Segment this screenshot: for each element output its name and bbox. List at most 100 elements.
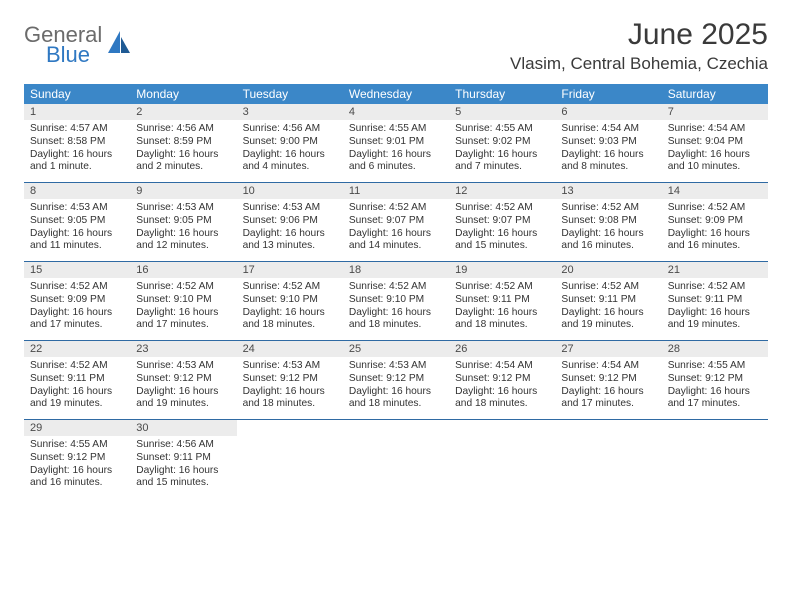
page: General Blue June 2025 Vlasim, Central B… — [0, 0, 792, 498]
calendar-day: 17Sunrise: 4:52 AMSunset: 9:10 PMDayligh… — [237, 262, 343, 340]
day-number: 15 — [24, 262, 130, 278]
daylight-line: Daylight: 16 hours and 19 minutes. — [561, 307, 655, 333]
sunrise-line: Sunrise: 4:53 AM — [136, 202, 230, 215]
day-number: 2 — [130, 104, 236, 120]
daylight-line: Daylight: 16 hours and 17 minutes. — [30, 307, 124, 333]
daylight-line: Daylight: 16 hours and 16 minutes. — [668, 228, 762, 254]
calendar-day: 16Sunrise: 4:52 AMSunset: 9:10 PMDayligh… — [130, 262, 236, 340]
sunset-line: Sunset: 9:11 PM — [561, 294, 655, 307]
calendar-day — [237, 420, 343, 498]
day-number: 18 — [343, 262, 449, 278]
sunset-line: Sunset: 9:00 PM — [243, 136, 337, 149]
calendar-day: 24Sunrise: 4:53 AMSunset: 9:12 PMDayligh… — [237, 341, 343, 419]
weekday-header: Thursday — [449, 84, 555, 104]
calendar-day: 26Sunrise: 4:54 AMSunset: 9:12 PMDayligh… — [449, 341, 555, 419]
day-detail: Sunrise: 4:54 AMSunset: 9:12 PMDaylight:… — [555, 357, 661, 419]
calendar-day: 1Sunrise: 4:57 AMSunset: 8:58 PMDaylight… — [24, 104, 130, 182]
sunset-line: Sunset: 9:05 PM — [136, 215, 230, 228]
daylight-line: Daylight: 16 hours and 4 minutes. — [243, 149, 337, 175]
sunrise-line: Sunrise: 4:56 AM — [136, 123, 230, 136]
sunset-line: Sunset: 9:11 PM — [30, 373, 124, 386]
calendar-day — [343, 420, 449, 498]
calendar-body: 1Sunrise: 4:57 AMSunset: 8:58 PMDaylight… — [24, 104, 768, 498]
sunrise-line: Sunrise: 4:55 AM — [455, 123, 549, 136]
daylight-line: Daylight: 16 hours and 19 minutes. — [30, 386, 124, 412]
calendar-day — [449, 420, 555, 498]
day-number: 24 — [237, 341, 343, 357]
weekday-header: Saturday — [662, 84, 768, 104]
sunset-line: Sunset: 9:03 PM — [561, 136, 655, 149]
sunrise-line: Sunrise: 4:55 AM — [349, 123, 443, 136]
day-number: 28 — [662, 341, 768, 357]
title-block: June 2025 Vlasim, Central Bohemia, Czech… — [510, 18, 768, 74]
calendar-day: 11Sunrise: 4:52 AMSunset: 9:07 PMDayligh… — [343, 183, 449, 261]
weekday-header: Tuesday — [237, 84, 343, 104]
day-detail: Sunrise: 4:52 AMSunset: 9:11 PMDaylight:… — [24, 357, 130, 419]
weekday-header: Monday — [130, 84, 236, 104]
calendar-week: 22Sunrise: 4:52 AMSunset: 9:11 PMDayligh… — [24, 341, 768, 420]
daylight-line: Daylight: 16 hours and 6 minutes. — [349, 149, 443, 175]
day-number: 6 — [555, 104, 661, 120]
day-detail: Sunrise: 4:52 AMSunset: 9:10 PMDaylight:… — [237, 278, 343, 340]
sunset-line: Sunset: 9:10 PM — [243, 294, 337, 307]
calendar-day: 19Sunrise: 4:52 AMSunset: 9:11 PMDayligh… — [449, 262, 555, 340]
sunset-line: Sunset: 9:12 PM — [349, 373, 443, 386]
sunset-line: Sunset: 9:07 PM — [349, 215, 443, 228]
calendar-day: 28Sunrise: 4:55 AMSunset: 9:12 PMDayligh… — [662, 341, 768, 419]
day-number: 9 — [130, 183, 236, 199]
daylight-line: Daylight: 16 hours and 19 minutes. — [668, 307, 762, 333]
sunrise-line: Sunrise: 4:53 AM — [30, 202, 124, 215]
sunset-line: Sunset: 9:02 PM — [455, 136, 549, 149]
day-detail: Sunrise: 4:52 AMSunset: 9:11 PMDaylight:… — [662, 278, 768, 340]
sunset-line: Sunset: 9:10 PM — [136, 294, 230, 307]
day-detail: Sunrise: 4:55 AMSunset: 9:12 PMDaylight:… — [662, 357, 768, 419]
sunrise-line: Sunrise: 4:52 AM — [668, 281, 762, 294]
daylight-line: Daylight: 16 hours and 18 minutes. — [455, 307, 549, 333]
day-detail: Sunrise: 4:52 AMSunset: 9:09 PMDaylight:… — [662, 199, 768, 261]
day-number: 27 — [555, 341, 661, 357]
day-number: 30 — [130, 420, 236, 436]
day-number: 5 — [449, 104, 555, 120]
daylight-line: Daylight: 16 hours and 14 minutes. — [349, 228, 443, 254]
daylight-line: Daylight: 16 hours and 2 minutes. — [136, 149, 230, 175]
sunrise-line: Sunrise: 4:52 AM — [30, 360, 124, 373]
sunset-line: Sunset: 9:08 PM — [561, 215, 655, 228]
day-number: 3 — [237, 104, 343, 120]
day-number: 21 — [662, 262, 768, 278]
daylight-line: Daylight: 16 hours and 11 minutes. — [30, 228, 124, 254]
day-number: 8 — [24, 183, 130, 199]
day-detail: Sunrise: 4:53 AMSunset: 9:05 PMDaylight:… — [24, 199, 130, 261]
day-number: 22 — [24, 341, 130, 357]
day-number: 12 — [449, 183, 555, 199]
calendar-day: 25Sunrise: 4:53 AMSunset: 9:12 PMDayligh… — [343, 341, 449, 419]
sunset-line: Sunset: 9:09 PM — [668, 215, 762, 228]
calendar-day: 3Sunrise: 4:56 AMSunset: 9:00 PMDaylight… — [237, 104, 343, 182]
sunrise-line: Sunrise: 4:53 AM — [349, 360, 443, 373]
calendar-day: 2Sunrise: 4:56 AMSunset: 8:59 PMDaylight… — [130, 104, 236, 182]
day-detail: Sunrise: 4:53 AMSunset: 9:05 PMDaylight:… — [130, 199, 236, 261]
daylight-line: Daylight: 16 hours and 10 minutes. — [668, 149, 762, 175]
calendar-week: 15Sunrise: 4:52 AMSunset: 9:09 PMDayligh… — [24, 262, 768, 341]
day-detail: Sunrise: 4:52 AMSunset: 9:07 PMDaylight:… — [449, 199, 555, 261]
daylight-line: Daylight: 16 hours and 18 minutes. — [243, 386, 337, 412]
sunrise-line: Sunrise: 4:52 AM — [243, 281, 337, 294]
day-detail: Sunrise: 4:53 AMSunset: 9:12 PMDaylight:… — [237, 357, 343, 419]
day-number: 26 — [449, 341, 555, 357]
month-title: June 2025 — [510, 18, 768, 52]
sunrise-line: Sunrise: 4:52 AM — [349, 281, 443, 294]
day-number: 19 — [449, 262, 555, 278]
calendar-day: 15Sunrise: 4:52 AMSunset: 9:09 PMDayligh… — [24, 262, 130, 340]
calendar-day: 8Sunrise: 4:53 AMSunset: 9:05 PMDaylight… — [24, 183, 130, 261]
sunset-line: Sunset: 9:12 PM — [30, 452, 124, 465]
day-number: 14 — [662, 183, 768, 199]
day-number: 20 — [555, 262, 661, 278]
sunset-line: Sunset: 9:06 PM — [243, 215, 337, 228]
day-detail: Sunrise: 4:56 AMSunset: 8:59 PMDaylight:… — [130, 120, 236, 182]
calendar-day — [555, 420, 661, 498]
sunset-line: Sunset: 9:05 PM — [30, 215, 124, 228]
sunrise-line: Sunrise: 4:52 AM — [136, 281, 230, 294]
sunset-line: Sunset: 9:12 PM — [561, 373, 655, 386]
daylight-line: Daylight: 16 hours and 15 minutes. — [136, 465, 230, 491]
daylight-line: Daylight: 16 hours and 16 minutes. — [30, 465, 124, 491]
daylight-line: Daylight: 16 hours and 18 minutes. — [349, 386, 443, 412]
